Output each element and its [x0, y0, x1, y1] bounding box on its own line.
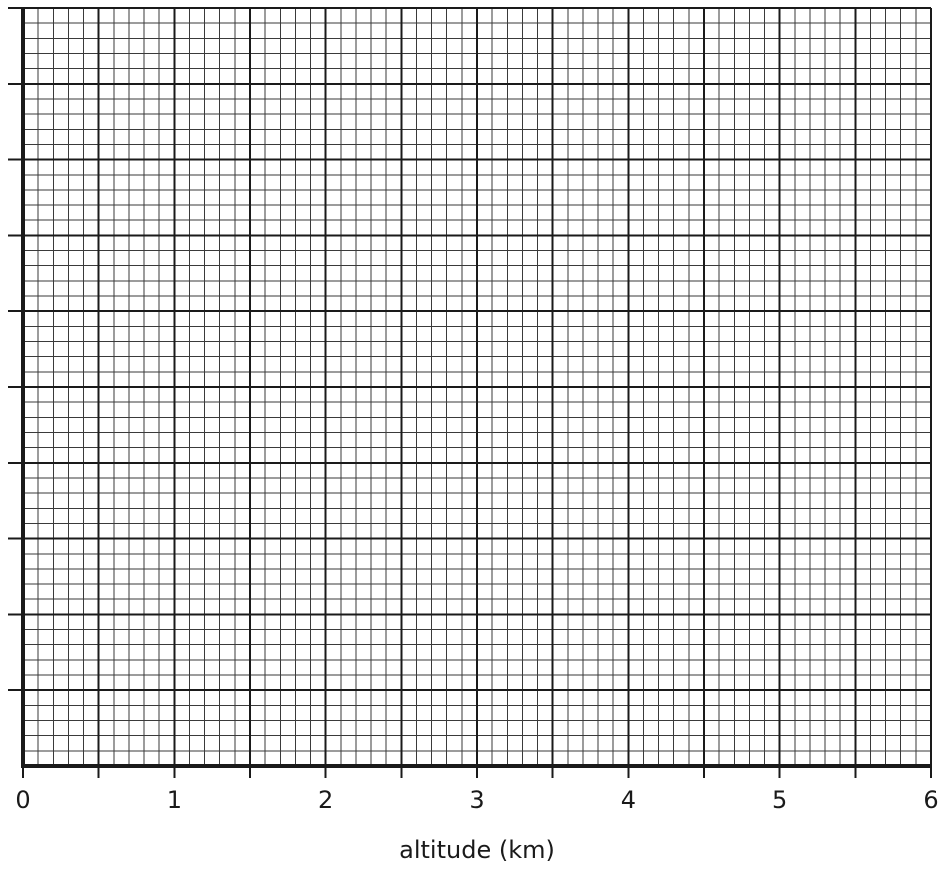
y-axis-ticks [8, 7, 23, 692]
x-axis-tick-labels: 0 1 2 3 4 5 6 [15, 786, 938, 814]
x-axis-ticks [22, 766, 932, 778]
x-tick-label: 6 [923, 786, 938, 814]
x-tick-label: 4 [621, 786, 636, 814]
major-grid [23, 7, 932, 766]
x-tick-label: 5 [772, 786, 787, 814]
x-tick-label: 1 [167, 786, 182, 814]
x-tick-label: 3 [469, 786, 484, 814]
x-tick-label: 0 [15, 786, 30, 814]
x-tick-label: 2 [318, 786, 333, 814]
x-axis-title: altitude (km) [399, 836, 555, 864]
